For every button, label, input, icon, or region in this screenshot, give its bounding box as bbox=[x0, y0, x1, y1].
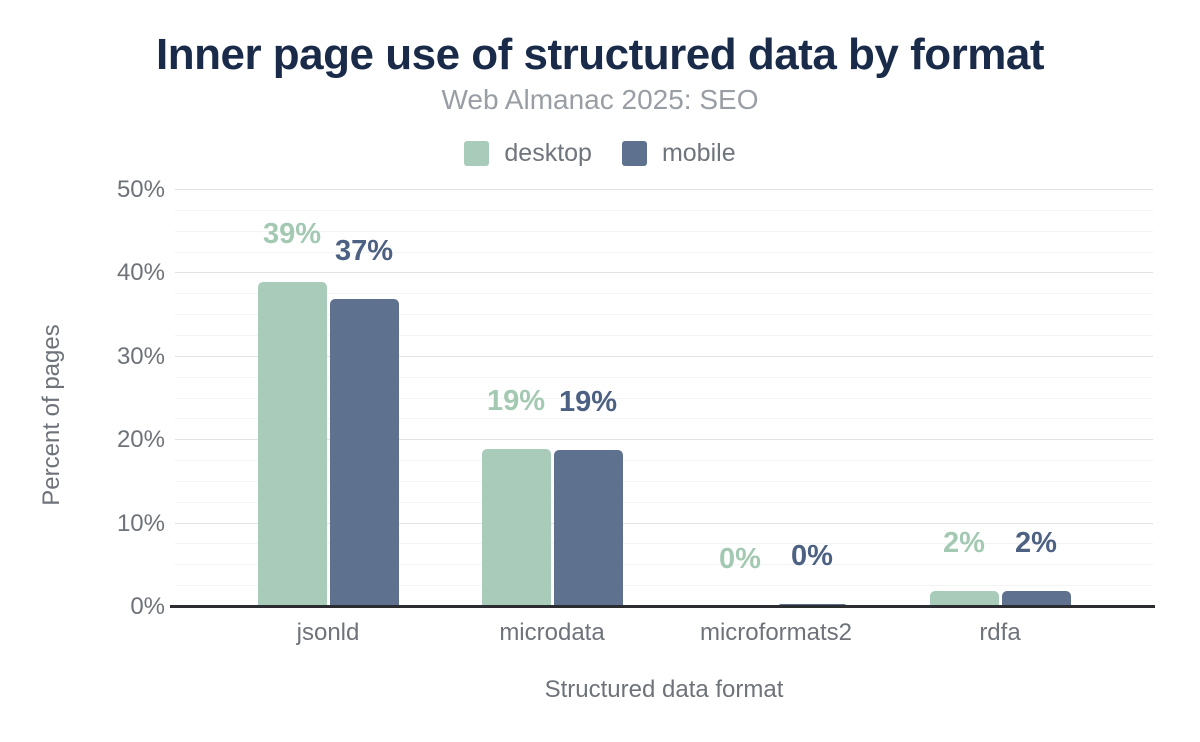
value-label-mobile-microformats2: 0% bbox=[791, 540, 833, 573]
value-label-mobile-microdata: 19% bbox=[558, 386, 618, 419]
x-category-label-rdfa: rdfa bbox=[979, 619, 1021, 646]
legend-swatch-mobile-icon bbox=[621, 140, 647, 166]
value-label-mobile-jsonld: 37% bbox=[334, 235, 394, 268]
y-tick-label: 40% bbox=[116, 259, 165, 287]
bar-mobile-jsonld[interactable] bbox=[329, 299, 399, 607]
bar-mobile-rdfa[interactable] bbox=[1001, 591, 1071, 607]
legend-item-desktop[interactable]: desktop bbox=[464, 139, 592, 168]
minor-gridline bbox=[175, 460, 1153, 462]
value-label-desktop-rdfa: 2% bbox=[943, 527, 985, 560]
x-axis-line bbox=[170, 605, 1155, 608]
minor-gridline bbox=[175, 293, 1153, 295]
major-gridline bbox=[175, 355, 1153, 357]
minor-gridline bbox=[175, 585, 1153, 587]
minor-gridline bbox=[175, 564, 1153, 566]
minor-gridline bbox=[175, 418, 1153, 420]
y-tick-label: 0% bbox=[130, 593, 165, 620]
value-label-desktop-microdata: 19% bbox=[486, 384, 546, 417]
chart-subtitle: Web Almanac 2025: SEO bbox=[441, 84, 759, 115]
major-gridline bbox=[175, 272, 1153, 274]
y-tick-label: 30% bbox=[116, 342, 165, 370]
minor-gridline bbox=[175, 543, 1153, 545]
minor-gridline bbox=[175, 480, 1153, 482]
bar-mobile-microdata[interactable] bbox=[553, 450, 623, 607]
x-category-label-microdata: microdata bbox=[499, 619, 605, 646]
chart-legend: desktop mobile bbox=[0, 138, 1200, 168]
bar-desktop-microdata[interactable] bbox=[481, 448, 551, 607]
minor-gridline bbox=[175, 376, 1153, 378]
legend-item-mobile[interactable]: mobile bbox=[621, 138, 736, 168]
bar-desktop-jsonld[interactable] bbox=[257, 281, 327, 607]
y-tick-label: 10% bbox=[116, 509, 165, 537]
x-axis-title: Structured data format bbox=[544, 676, 784, 703]
legend-label: desktop bbox=[504, 138, 592, 167]
minor-gridline bbox=[175, 397, 1153, 399]
minor-gridline bbox=[175, 251, 1153, 253]
minor-gridline bbox=[175, 314, 1153, 316]
x-category-label-microformats2: microformats2 bbox=[699, 619, 853, 646]
major-gridline bbox=[175, 522, 1153, 524]
legend-swatch-desktop-icon bbox=[464, 140, 490, 166]
minor-gridline bbox=[175, 501, 1153, 503]
major-gridline bbox=[175, 439, 1153, 441]
y-tick-label: 20% bbox=[116, 426, 165, 454]
value-label-mobile-rdfa: 2% bbox=[1015, 527, 1057, 560]
y-tick-label: 50% bbox=[116, 176, 165, 203]
chart-title: Inner page use of structured data by for… bbox=[156, 30, 1045, 79]
legend-label: mobile bbox=[661, 138, 736, 167]
plot-area: 39% 19% 0% 2% 37% 19% 0% 2% bbox=[175, 189, 1153, 607]
minor-gridline bbox=[175, 230, 1153, 232]
major-gridline bbox=[175, 189, 1153, 190]
value-label-desktop-microformats2: 0% bbox=[719, 543, 761, 575]
bar-desktop-rdfa[interactable] bbox=[929, 591, 999, 607]
value-label-desktop-jsonld: 39% bbox=[262, 217, 322, 250]
x-category-label-jsonld: jsonld bbox=[296, 619, 360, 646]
minor-gridline bbox=[175, 334, 1153, 336]
minor-gridline bbox=[175, 209, 1153, 211]
